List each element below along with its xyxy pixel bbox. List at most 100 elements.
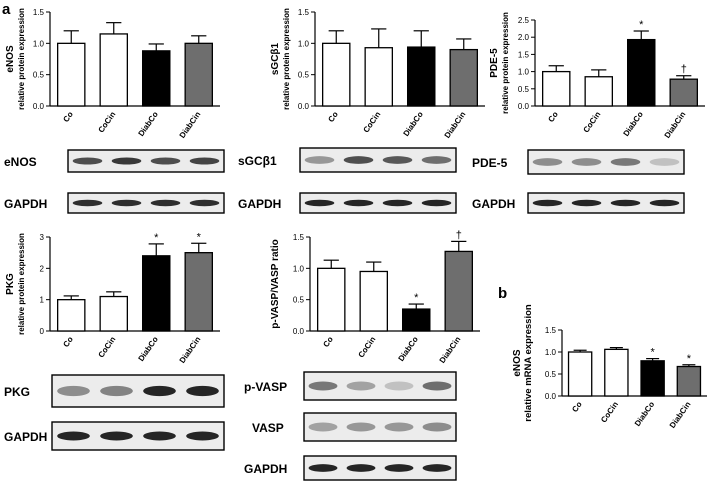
blot-band — [186, 431, 219, 441]
blot-band — [422, 381, 452, 391]
blot-pde5: PDE-5 — [472, 149, 685, 175]
bar-diabco — [401, 308, 431, 332]
category-label: Co — [61, 335, 75, 349]
y-tick-label: 1.0 — [298, 39, 310, 48]
blot-band — [189, 157, 220, 165]
significance-marker: * — [687, 353, 692, 365]
panel-letter-b: b — [498, 285, 507, 302]
bar-cocin — [604, 348, 629, 397]
blot-band — [111, 199, 142, 207]
blot-frame — [303, 412, 457, 442]
y-tick-label: 2.5 — [518, 16, 530, 25]
chart-pkg-protein: 0 1 2 3 Co CoCin * DiabCo * DiabCin PKG relative pr… — [5, 231, 220, 365]
blot-frame — [527, 192, 685, 214]
blot-band — [308, 422, 338, 432]
bar-co — [57, 42, 86, 107]
blot-band — [649, 199, 680, 207]
y-tick-label: 0.0 — [33, 102, 45, 111]
blot-label: GAPDH — [472, 197, 515, 211]
category-label: DiabCo — [633, 400, 656, 428]
blot-gapdh-5: GAPDH — [244, 455, 457, 481]
blot-pvasp: p-VASP — [244, 371, 457, 401]
chart-pvasp-ratio: 0.0 0.5 1.0 1.5 Co CoCin * DiabCo † DiabCin p-VASP… — [270, 229, 480, 365]
blot-frame — [67, 192, 225, 214]
y-tick-label: 1.0 — [545, 348, 557, 357]
y-tick-label: 0.5 — [293, 296, 305, 305]
blot-frame — [299, 192, 457, 214]
category-label: DiabCo — [396, 335, 419, 363]
y-tick-label: 0.5 — [33, 71, 45, 80]
y-axis-title: PDE-5 — [489, 48, 500, 78]
y-axis-title: eNOS — [512, 349, 523, 377]
y-tick-label: 0.0 — [293, 327, 305, 336]
y-tick-label: 1.5 — [518, 50, 530, 59]
bar-co — [321, 42, 351, 107]
bar-diabcin — [444, 250, 473, 332]
y-tick-label: 0.0 — [298, 102, 310, 111]
y-axis-title: PKG — [5, 273, 16, 295]
category-label: CoCin — [357, 335, 378, 360]
bar-cocin — [99, 295, 129, 332]
blot-label: PKG — [4, 385, 30, 399]
blot-pkg: PKG — [4, 374, 225, 408]
blot-band — [143, 385, 176, 397]
blot-gapdh-4: GAPDH — [4, 421, 225, 451]
bar-cocin — [359, 270, 388, 332]
category-label: DiabCo — [136, 110, 159, 138]
y-axis-subtitle: relative protein expression — [501, 12, 510, 114]
blot-band — [189, 199, 220, 207]
category-label: DiabCin — [443, 110, 468, 140]
blot-band — [421, 199, 452, 207]
blot-band — [384, 381, 414, 391]
blot-band — [422, 464, 452, 472]
blot-band — [150, 199, 181, 207]
blot-band — [610, 199, 641, 207]
y-axis-title: p-VASP/VASP ratio — [270, 239, 281, 328]
chart-sgcb1-protein: 0.0 0.5 1.0 1.5 Co CoCin DiabCo DiabCin sGCβ1 rel… — [270, 8, 485, 140]
blot-band — [571, 199, 602, 207]
chart-enos-mrna: 0.0 0.5 1.0 1.5 Co CoCin * DiabCo * DiabCin eNOS re… — [512, 304, 707, 430]
y-tick-label: 0.5 — [518, 85, 530, 94]
chart-pde5-protein: 0.0 0.5 1.0 1.5 2.0 2.5 Co CoCin * DiabCo † DiabCin… — [489, 12, 705, 140]
category-label: DiabCo — [136, 335, 159, 363]
blot-band — [100, 431, 133, 441]
blot-gapdh-1: GAPDH — [4, 192, 225, 214]
bar-co — [542, 70, 571, 107]
y-tick-label: 1 — [40, 296, 45, 305]
y-tick-label: 1.5 — [33, 8, 45, 17]
blot-label: GAPDH — [238, 197, 281, 211]
blot-band — [308, 464, 338, 472]
bar-diabco — [406, 46, 436, 107]
bar-co — [57, 299, 86, 332]
significance-marker: * — [197, 231, 202, 243]
blot-band — [571, 158, 602, 166]
bar-cocin — [364, 47, 393, 107]
y-tick-label: 0.5 — [545, 370, 557, 379]
y-axis-subtitle: relative mRNA expression — [523, 304, 534, 422]
blot-band — [72, 157, 103, 165]
bar-diabco — [627, 38, 656, 107]
blot-enos: eNOS — [4, 149, 225, 173]
significance-marker: * — [154, 232, 159, 244]
blot-label: GAPDH — [4, 430, 47, 444]
category-label: Co — [321, 335, 335, 349]
y-tick-label: 1.5 — [545, 326, 557, 335]
y-tick-label: 0.5 — [298, 71, 310, 80]
category-label: CoCin — [599, 400, 620, 425]
category-label: Co — [326, 110, 340, 124]
y-axis-subtitle: relative protein expression — [282, 8, 291, 110]
category-label: Co — [570, 400, 584, 414]
panel-letter-a: a — [2, 1, 11, 18]
category-label: DiabCo — [401, 110, 424, 138]
blot-band — [57, 385, 90, 397]
significance-marker: * — [639, 19, 644, 31]
bar-diabcin — [676, 365, 702, 397]
bar-diabcin — [449, 48, 478, 107]
category-label: DiabCin — [178, 335, 203, 365]
blot-band — [422, 422, 452, 432]
blot-label: GAPDH — [4, 197, 47, 211]
blot-band — [346, 422, 376, 432]
blot-band — [100, 385, 133, 397]
y-tick-label: 0.0 — [518, 102, 530, 111]
